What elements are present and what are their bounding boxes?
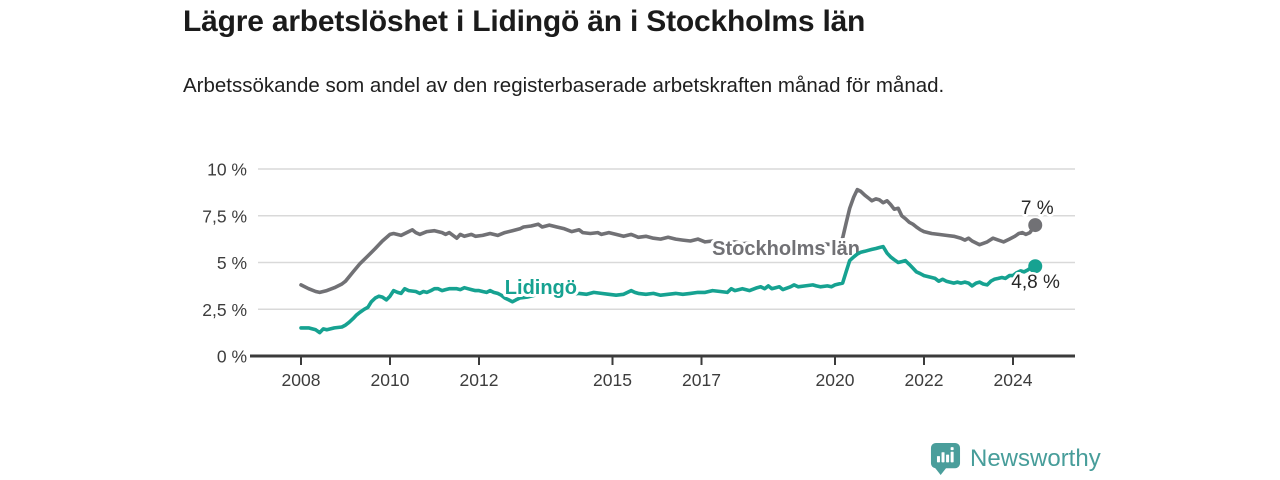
chart-header: Lägre arbetslöshet i Lidingö än i Stockh… [183,4,1043,102]
series-line-stockholms-l-n [299,187,1038,295]
series-endpoint-dot-stockholms-l-n [1028,218,1043,233]
x-tick-label: 2010 [371,370,410,390]
x-tick-label: 2008 [282,370,321,390]
x-tick-label: 2015 [593,370,632,390]
chart-title: Lägre arbetslöshet i Lidingö än i Stockh… [183,5,866,38]
x-tick-label: 2020 [816,370,855,390]
line-chart: 0 % 2,5 % 5 % 7,5 % 10 % 2008 2010 2012 2015 2017… [202,160,1075,390]
x-tick-label: 2024 [994,370,1033,390]
logo-bars-glyph [936,447,954,463]
y-tick-label: 10 % [207,160,247,180]
series-end-value-label-liding-: 4,8 % [1011,272,1060,293]
y-tick-label: 7,5 % [202,206,247,226]
newsworthy-logo-icon [930,443,961,475]
series-label-liding-: Lidingö [505,277,577,299]
y-tick-label: 2,5 % [202,300,247,320]
x-tick-label: 2017 [682,370,721,390]
y-tick-label: 5 % [217,253,247,273]
newsworthy-logo-link[interactable]: Newsworthy [930,442,1101,476]
series-end-value-label-stockholms-l-n: 7 % [1021,198,1054,219]
x-tick-label: 2012 [460,370,499,390]
chart-subtitle: Arbetssökande som andel av den registerb… [183,74,945,97]
series-label-stockholms-l-n: Stockholms län [712,238,860,260]
y-tick-label: 0 % [217,347,247,367]
x-tick-label: 2022 [905,370,944,390]
logo-bubble-shape [930,443,961,475]
series-line-liding- [299,244,1038,335]
brand-name: Newsworthy [970,445,1101,472]
series-endpoint-dot-liding- [1028,259,1043,274]
